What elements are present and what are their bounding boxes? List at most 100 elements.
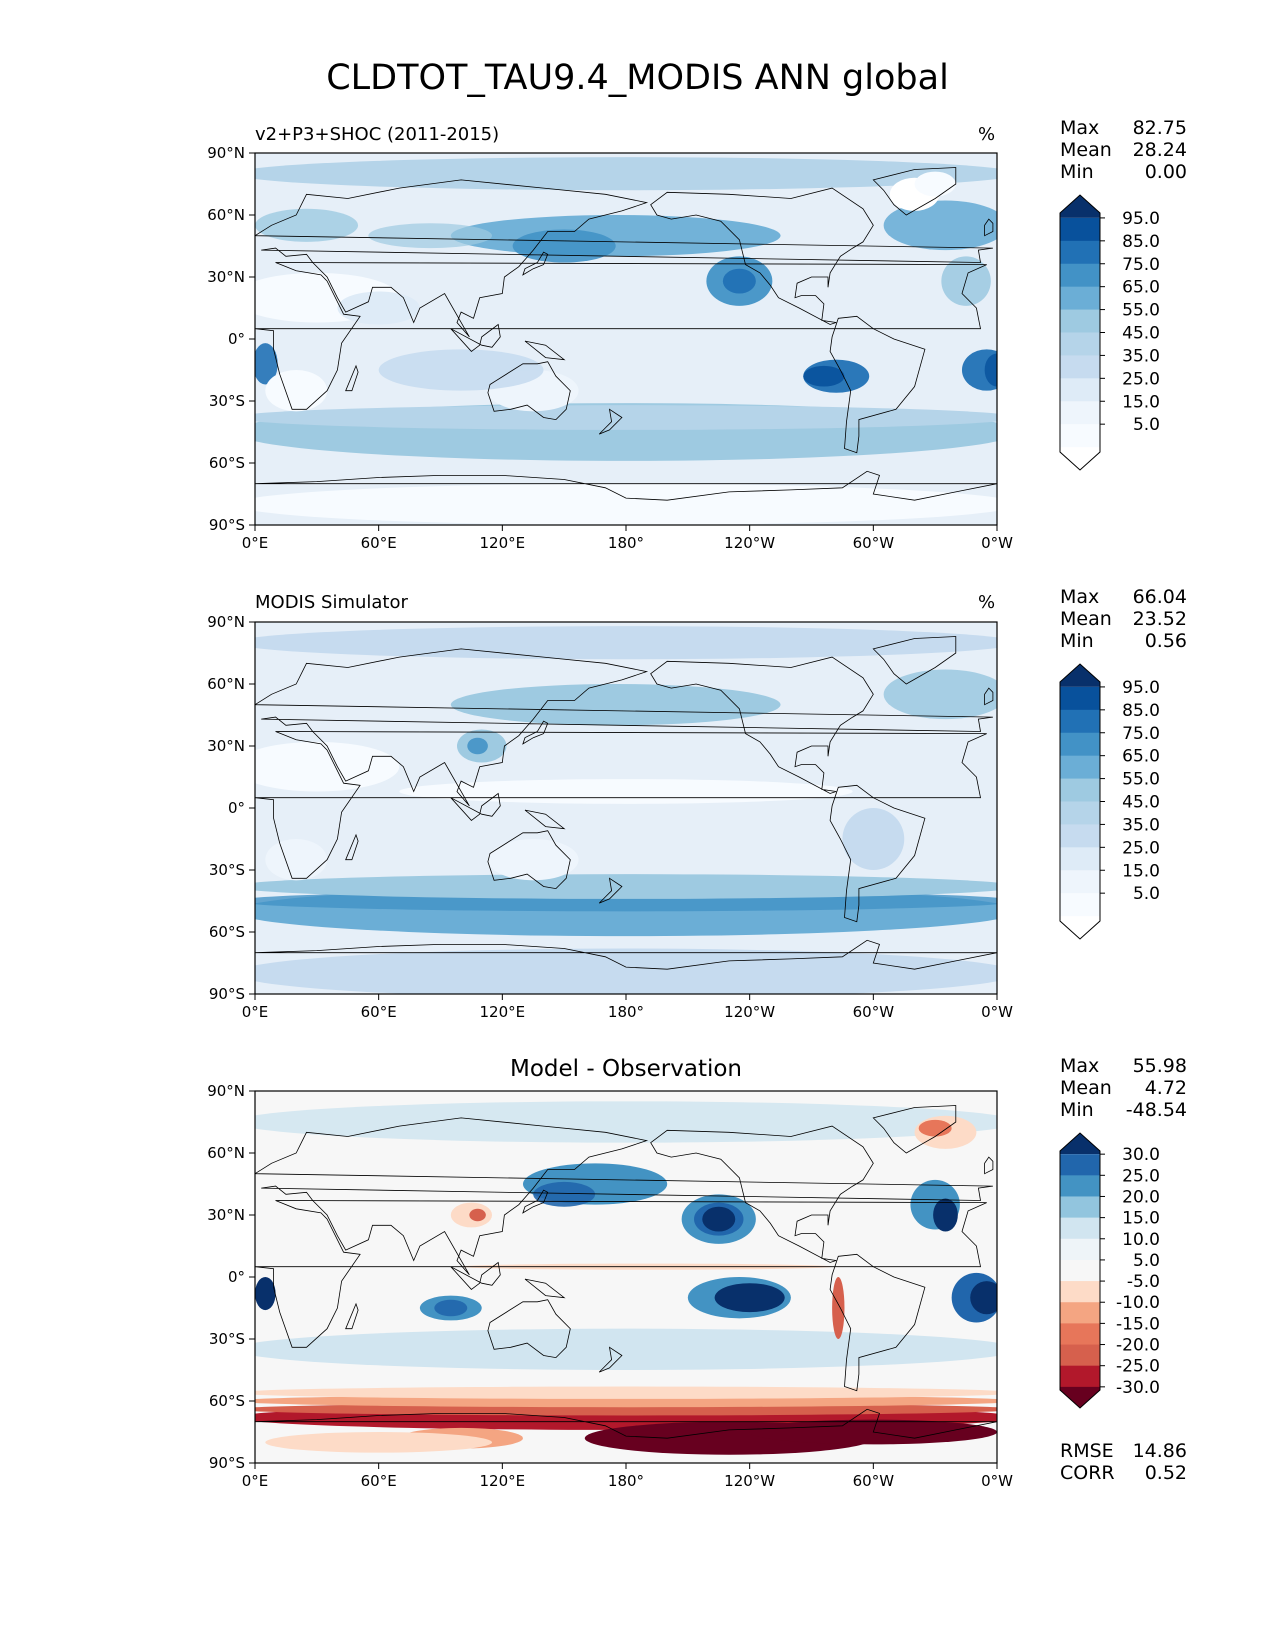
stat-max-value: 55.98 [1132,1055,1187,1077]
colorbar-segment [1060,1196,1100,1219]
colorbar-label: -15.0 [1116,1314,1160,1334]
stat-corr-label: CORR [1060,1462,1115,1484]
field-contour [378,349,544,391]
colorbar-label: 55.0 [1122,301,1160,321]
colorbar-label: 75.0 [1122,255,1160,275]
colorbar-segment [1060,217,1100,242]
colorbar-label: 45.0 [1122,793,1160,813]
field-contour [255,1386,997,1399]
colorbar-label: 75.0 [1122,724,1160,744]
colorbar-segment [1060,1175,1100,1197]
coastline-new-zealand [598,1346,623,1373]
field-contour [255,157,997,191]
colorbar-segment [1060,401,1100,425]
coastline-madagascar [345,1302,359,1330]
colorbar-segment [1060,732,1100,757]
colorbar-segment [1060,755,1100,780]
lon-tick-label: 0°E [242,1003,269,1021]
field-contour [984,353,997,387]
colorbar-segment [1060,424,1100,448]
stat-mean-value: 4.72 [1144,1077,1187,1099]
stat-corr-value: 0.52 [1144,1462,1187,1484]
lat-tick-label: 60°S [209,1392,245,1410]
stat-min-label: Min [1060,630,1094,652]
colorbar-segment [1060,286,1100,311]
colorbar-segment [1060,1344,1100,1367]
lon-tick-label: 0°W [981,534,1013,552]
coastline-japan [522,1189,549,1214]
colorbar-segment [1060,1259,1100,1282]
field-contour [883,200,997,251]
stat-mean-label: Mean [1060,608,1112,630]
field-contour [255,626,997,660]
colorbar-label: 15.0 [1122,392,1160,412]
lat-tick-label: 90°N [207,144,245,162]
field-contour [450,215,781,257]
stat-mean-value: 28.24 [1132,139,1187,161]
stat-max-value: 82.75 [1132,117,1187,139]
field-contour [941,256,991,306]
coastline-africa [255,731,987,879]
coastline-borneo-sumatra [450,323,501,352]
lat-tick-label: 90°S [209,1454,245,1472]
field-contour [933,1198,958,1232]
coastline-antarctica [255,470,997,501]
map-field-panel-3 [255,1091,997,1463]
colorbar-label: -10.0 [1116,1293,1160,1313]
colorbar-label: 15.0 [1122,1209,1160,1229]
map-background [255,153,997,525]
colorbar-label: 30.0 [1122,1145,1160,1165]
coastline-south-america [829,315,926,454]
colorbar-segment [1060,824,1100,848]
colorbar-segment [1060,378,1100,402]
coastline-britain [984,1156,994,1175]
colorbar-segment [1060,309,1100,333]
colorbar-segment [1060,1154,1100,1176]
lon-tick-label: 180° [608,534,644,552]
colorbar-label: 10.0 [1122,1230,1160,1250]
figure-title: CLDTOT_TAU9.4_MODIS ANN global [326,58,949,98]
colorbar-label: 45.0 [1122,324,1160,344]
colorbar-segment [1060,240,1100,265]
coastline-eurasia [255,179,993,338]
field-contour [265,370,328,412]
field-contour [255,1328,997,1370]
lon-tick-label: 180° [608,1003,644,1021]
field-contour [450,684,781,726]
colorbar-segment [1060,1133,1100,1155]
coastline-new-guinea [524,1278,566,1299]
colorbar-label: 85.0 [1122,701,1160,721]
field-contour [970,1281,997,1315]
coastline-north-america [650,1125,874,1263]
field-contour [918,1119,952,1137]
coastline-africa [255,262,987,410]
colorbar-label: 5.0 [1133,1251,1160,1271]
lon-tick-label: 120°W [724,1472,775,1490]
map-field-panel-2 [255,622,997,994]
coastline-south-america [829,784,926,923]
stat-mean-label: Mean [1060,139,1112,161]
coastline-australia [487,1299,571,1359]
lat-tick-label: 90°S [209,516,245,534]
field-contour [265,839,328,881]
colorbar-segment [1060,355,1100,379]
colorbar-label: 55.0 [1122,770,1160,790]
lon-tick-label: 60°W [853,534,895,552]
field-contour [702,1206,736,1232]
coastline-madagascar [345,833,359,861]
colorbar-label: -25.0 [1116,1357,1160,1377]
lat-tick-label: 0° [228,1268,245,1286]
stat-max-label: Max [1060,117,1100,139]
field-contour [487,839,579,881]
colorbar-panel-3: 30.025.020.015.010.05.0-5.0-10.0-15.0-20… [1059,1132,1160,1409]
colorbar-segment [1060,664,1100,687]
lat-tick-label: 30°S [209,861,245,879]
field-contour [803,365,845,387]
colorbar-segment [1060,1386,1100,1408]
colorbar-outline [1059,1132,1101,1409]
coastline-new-zealand [598,877,623,904]
lon-tick-label: 120°E [480,1003,526,1021]
stat-min-value: 0.00 [1144,161,1187,183]
colorbar-label: 5.0 [1133,415,1160,435]
field-contour [467,737,488,755]
